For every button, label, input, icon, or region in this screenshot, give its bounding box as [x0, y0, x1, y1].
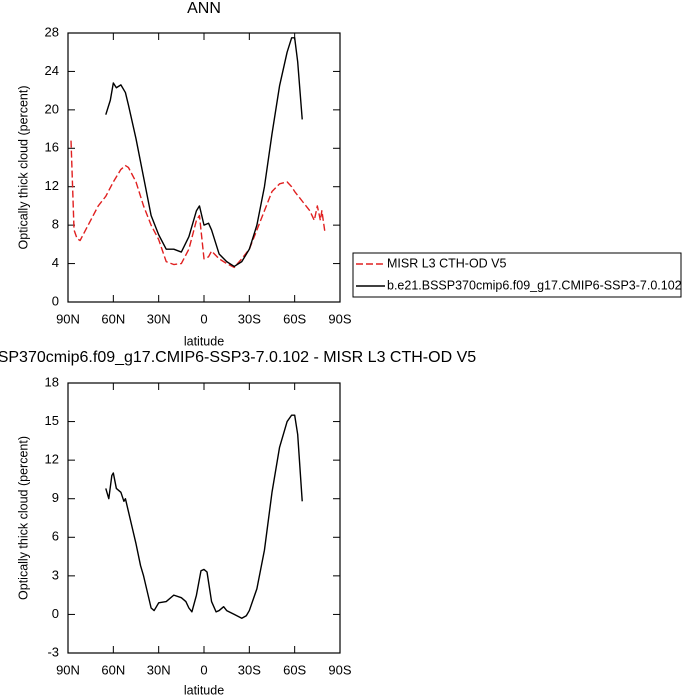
- y-tick-label: 9: [52, 490, 59, 505]
- y-tick-label: 0: [52, 606, 59, 621]
- y-axis-label: Optically thick cloud (percent): [16, 86, 30, 250]
- data-line: [105, 37, 303, 268]
- data-line: [105, 414, 303, 619]
- y-tick-label: 12: [45, 178, 59, 193]
- y-tick-label: 6: [52, 529, 59, 544]
- y-tick-label: 16: [45, 140, 59, 155]
- x-tick-label: 30S: [238, 662, 261, 677]
- plot-frame: [67, 382, 341, 654]
- y-tick-label: 12: [45, 452, 59, 467]
- y-tick-label: -3: [47, 644, 59, 659]
- y-tick-label: 0: [52, 293, 59, 308]
- y-tick-label: 4: [52, 255, 59, 270]
- y-tick-label: 18: [45, 374, 59, 389]
- x-tick-label: 90S: [328, 662, 351, 677]
- x-tick-label: 60S: [283, 311, 306, 326]
- x-tick-label: 90N: [56, 311, 80, 326]
- y-tick-label: 3: [52, 567, 59, 582]
- data-line: [70, 140, 326, 269]
- x-tick-label: 90S: [328, 311, 351, 326]
- y-tick-label: 15: [45, 413, 59, 428]
- plot-frame: [67, 32, 341, 303]
- chart-title: b.e21.BSSP370cmip6.f09_g17.CMIP6-SSP3-7.…: [0, 349, 476, 366]
- x-tick-label: 60S: [283, 662, 306, 677]
- legend-label: MISR L3 CTH-OD V5: [387, 256, 507, 270]
- y-axis-label: Optically thick cloud (percent): [16, 436, 30, 600]
- x-tick-label: 0: [200, 662, 207, 677]
- y-tick-label: 8: [52, 217, 59, 232]
- legend-box: [352, 252, 682, 298]
- x-tick-label: 0: [200, 311, 207, 326]
- x-tick-label: 30S: [238, 311, 261, 326]
- x-axis-label: latitude: [184, 334, 224, 348]
- legend-label: b.e21.BSSP370cmip6.f09_g17.CMIP6-SSP3-7.…: [387, 278, 682, 292]
- y-tick-label: 20: [45, 101, 59, 116]
- y-tick-label: 28: [45, 24, 59, 39]
- x-tick-label: 30N: [147, 311, 171, 326]
- chart-title: ANN: [187, 0, 221, 17]
- y-tick-label: 24: [45, 63, 59, 78]
- x-tick-label: 90N: [56, 662, 80, 677]
- x-tick-label: 30N: [147, 662, 171, 677]
- x-axis-label: latitude: [184, 683, 224, 697]
- x-tick-label: 60N: [101, 311, 125, 326]
- x-tick-label: 60N: [101, 662, 125, 677]
